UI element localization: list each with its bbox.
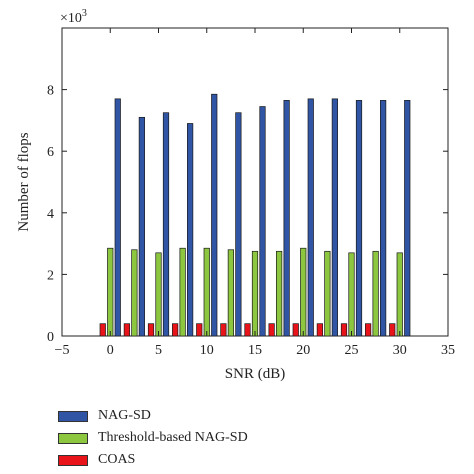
bar-coas-1 [123, 323, 130, 337]
bar-coas-11 [365, 323, 372, 337]
bar-nag-sd-1 [138, 116, 145, 337]
bar-nag-sd-8 [307, 98, 314, 337]
y-tick-label: 2 [47, 268, 54, 283]
x-tick-label: 20 [296, 343, 310, 358]
bar-nag-sd-0 [114, 98, 121, 337]
x-axis-title: SNR (dB) [225, 366, 285, 382]
bar-threshold-based-nag-sd-12 [396, 252, 403, 337]
bar-coas-3 [172, 323, 179, 337]
legend-swatch-nag-sd [58, 410, 88, 422]
legend-label: NAG-SD [98, 408, 151, 423]
bar-coas-0 [99, 323, 106, 337]
x-tick-label: 15 [248, 343, 262, 358]
bar-coas-8 [292, 323, 299, 337]
legend-label: Threshold-based NAG-SD [98, 430, 248, 445]
bar-threshold-based-nag-sd-3 [179, 247, 186, 337]
bar-threshold-based-nag-sd-1 [131, 249, 138, 337]
y-axis-title: Number of flops [16, 132, 32, 231]
y-tick-label: 6 [47, 145, 54, 160]
bar-nag-sd-11 [380, 100, 387, 337]
bar-threshold-based-nag-sd-7 [276, 250, 283, 337]
bar-nag-sd-7 [283, 100, 290, 337]
y-tick-label: 0 [47, 330, 54, 345]
x-tick-label: 5 [155, 343, 162, 358]
bar-threshold-based-nag-sd-9 [324, 250, 331, 337]
bar-coas-6 [244, 323, 251, 337]
legend: NAG-SD Threshold-based NAG-SD COAS [58, 405, 248, 471]
bar-nag-sd-3 [187, 123, 194, 337]
x-tick-label: −5 [55, 343, 70, 358]
bar-threshold-based-nag-sd-5 [227, 249, 234, 337]
bar-coas-7 [268, 323, 275, 337]
bar-threshold-based-nag-sd-6 [251, 250, 259, 337]
bar-nag-sd-6 [259, 106, 266, 337]
bar-coas-10 [340, 323, 348, 337]
x-tick-label: 30 [393, 343, 407, 358]
x-tick-label: 0 [107, 343, 114, 358]
legend-item-coas: COAS [58, 449, 248, 471]
y-axis-ticks: 0 2 4 6 8 [47, 84, 448, 345]
y-axis-multiplier-base: ×10 [60, 11, 82, 26]
x-tick-label: 35 [441, 343, 455, 358]
legend-swatch-threshold-nag-sd [58, 432, 88, 444]
bar-threshold-based-nag-sd-8 [300, 247, 307, 337]
bar-coas-5 [220, 323, 227, 337]
bar-threshold-based-nag-sd-4 [203, 247, 210, 337]
bar-coas-9 [316, 323, 323, 337]
y-axis-multiplier-exponent: 3 [82, 8, 87, 19]
bar-nag-sd-10 [355, 100, 363, 337]
bar-nag-sd-5 [235, 112, 242, 337]
x-axis-ticks: −5 0 5 10 15 20 25 30 35 [55, 28, 455, 358]
bar-nag-sd-2 [162, 112, 170, 337]
bars-group [99, 93, 411, 337]
bar-nag-sd-12 [404, 100, 411, 337]
bar-coas-12 [389, 323, 396, 337]
legend-label: COAS [98, 452, 136, 467]
bar-coas-4 [196, 323, 203, 337]
bar-nag-sd-9 [331, 98, 338, 337]
bar-coas-2 [147, 323, 155, 337]
legend-swatch-coas [58, 454, 88, 466]
bar-threshold-based-nag-sd-0 [107, 247, 114, 337]
bar-threshold-based-nag-sd-2 [155, 252, 162, 337]
y-axis-multiplier: ×103 [60, 8, 87, 26]
legend-item-nag-sd: NAG-SD [58, 405, 248, 427]
y-tick-label: 8 [47, 84, 54, 99]
bar-threshold-based-nag-sd-11 [372, 250, 379, 337]
x-tick-label: 25 [345, 343, 359, 358]
bar-threshold-based-nag-sd-10 [348, 252, 355, 337]
bar-nag-sd-4 [211, 93, 218, 337]
x-tick-label: 10 [200, 343, 214, 358]
y-tick-label: 4 [47, 207, 54, 222]
legend-item-threshold-nag-sd: Threshold-based NAG-SD [58, 427, 248, 449]
